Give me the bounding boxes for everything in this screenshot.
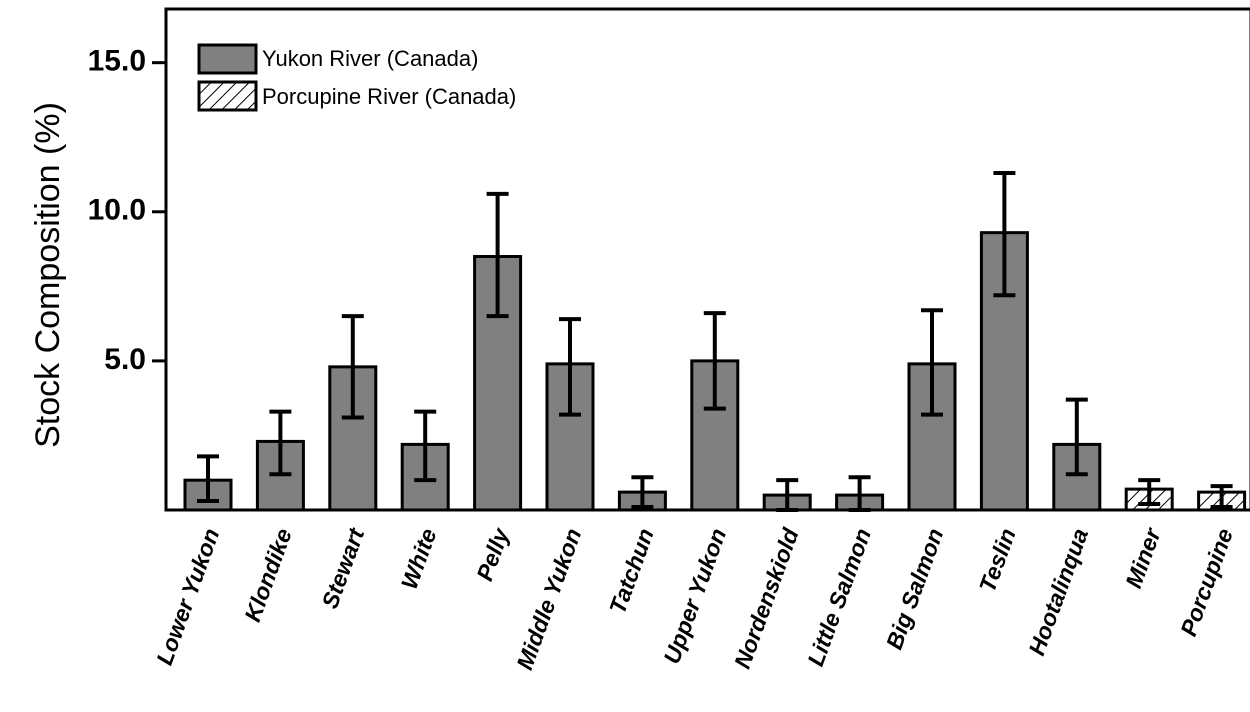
category-label: Miner [1120, 524, 1166, 592]
category-label: Lower Yukon [151, 525, 224, 668]
legend-label-yukon: Yukon River (Canada) [262, 46, 478, 71]
plot-area: 5.0 10.0 15.0 Lower Yukon Klondike Stewart Whi… [88, 45, 1247, 673]
category-label: Little Salmon [802, 525, 876, 670]
y-tick-label: 5.0 [104, 343, 146, 376]
y-tick-label: 15.0 [88, 45, 146, 78]
category-label: White [396, 525, 442, 593]
legend-swatch-porcupine [197, 80, 258, 112]
category-label: Teslin [974, 525, 1021, 596]
category-label: Big Salmon [881, 525, 949, 653]
plot-frame [164, 7, 1250, 512]
category-label: Klondike [239, 525, 297, 625]
category-label: Tatchun [604, 525, 659, 617]
legend: Yukon River (Canada) Porcupine River (Ca… [197, 43, 516, 112]
y-axis-label: Stock Composition (%) [29, 102, 67, 448]
category-label: Porcupine [1175, 525, 1238, 640]
legend-swatch-yukon [197, 43, 258, 75]
y-tick-label: 10.0 [88, 194, 146, 227]
category-label: Upper Yukon [658, 525, 731, 667]
category-label: Pelly [471, 524, 514, 584]
category-label: Nordenskiold [729, 524, 804, 672]
category-label: Hootalinqua [1023, 525, 1093, 659]
category-label: Middle Yukon [511, 525, 586, 673]
category-label: Stewart [316, 524, 369, 612]
legend-label-porcupine: Porcupine River (Canada) [262, 84, 516, 109]
